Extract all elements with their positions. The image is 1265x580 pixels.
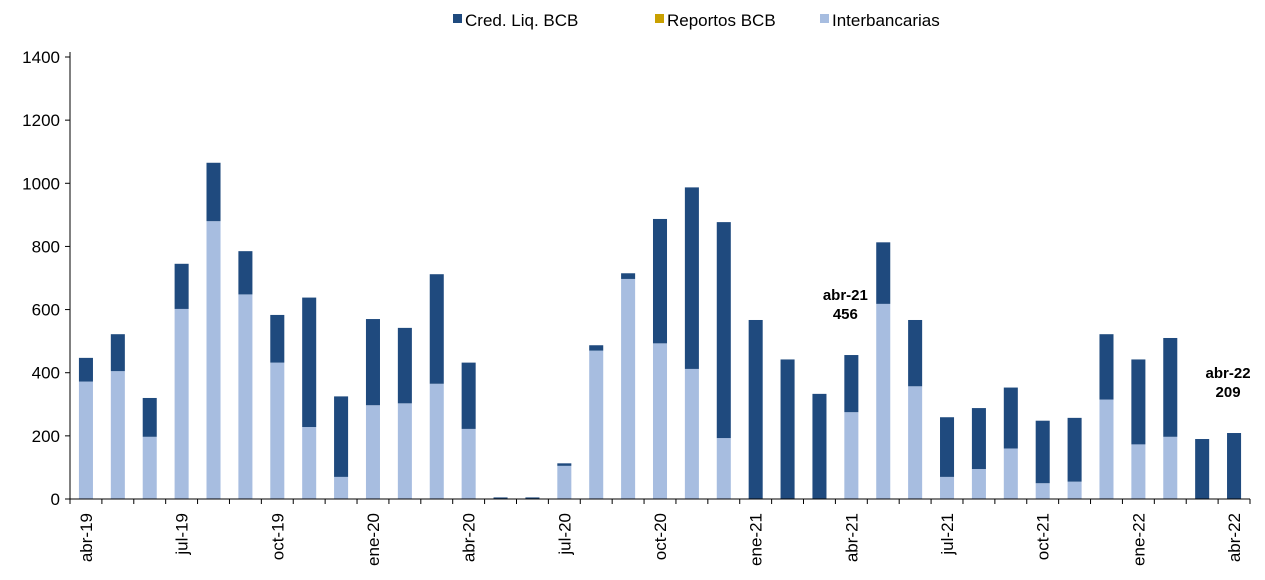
bar-segment [238,251,253,295]
x-tick-label: ene-20 [364,513,383,566]
bar-segment [876,303,891,499]
bar-segment [876,242,891,304]
bar-segment [429,274,444,384]
bar-segment [1035,420,1050,484]
bar-segment [397,403,412,499]
annotation-label: abr-21 [823,287,868,304]
bar-segment [461,362,476,429]
bar-segment [142,397,157,437]
bar-segment [334,476,349,499]
legend-swatch [453,14,462,23]
bar-segment [429,383,444,499]
bar-segment [78,381,93,499]
bar-segment [589,350,604,499]
bar-segment [1131,444,1146,499]
legend-label: Reportos BCB [667,11,776,30]
bar-segment [971,408,986,470]
y-tick-label: 1200 [22,111,60,130]
x-tick-label: oct-21 [1034,513,1053,560]
x-tick-label: abr-19 [77,513,96,562]
bar-segment [652,343,668,499]
bar-segment [844,412,859,499]
bar-segment [1003,387,1018,449]
bar-segment [844,355,859,413]
bar-segment [78,357,93,382]
bar-segment [652,218,668,344]
bar-segment [302,297,317,428]
bar-segment [621,273,636,279]
bar-segment [1131,359,1146,445]
legend-swatch [820,14,829,23]
bar-segment [971,469,986,499]
bar-segment [525,497,540,499]
bar-segment [270,314,285,363]
bar-segment [557,463,572,466]
bar-segment [365,405,380,499]
bar-segment [1195,439,1210,499]
legend-swatch [655,14,664,23]
x-tick-label: ene-22 [1129,513,1148,566]
bar-segment [1067,481,1082,499]
bar-segment [748,319,763,499]
y-tick-label: 1400 [22,48,60,67]
bar-segment [174,263,189,309]
bar-segment [1163,337,1178,437]
bar-segment [365,319,380,406]
bar-segment [270,362,285,499]
x-tick-label: abr-21 [842,513,861,562]
x-tick-label: abr-20 [460,513,479,562]
bar-segment [684,187,699,369]
bar-segment [557,465,572,499]
bar-segment [1099,334,1114,400]
bar-segment [238,294,253,499]
bar-segment [684,368,699,499]
annotation-value: 456 [833,306,858,323]
bar-segment [142,436,157,499]
bar-segment [302,427,317,499]
y-tick-label: 600 [32,301,60,320]
bar-segment [1003,448,1018,499]
bar-segment [1227,433,1242,499]
x-tick-label: jul-21 [938,513,957,556]
bar-segment [110,334,125,372]
bar-segment [716,438,731,499]
annotation-value: 209 [1216,384,1241,401]
legend-label: Cred. Liq. BCB [465,11,578,30]
bar-segment [493,497,508,499]
bar-segment [206,221,221,499]
bar-segment [1035,483,1050,499]
legend-label: Interbancarias [832,11,940,30]
bar-segment [908,319,923,387]
x-tick-label: abr-22 [1225,513,1244,562]
y-tick-label: 200 [32,427,60,446]
bar-segment [780,359,795,499]
bar-segment [1067,417,1082,482]
x-tick-label: oct-19 [268,513,287,560]
bar-segment [908,386,923,499]
bar-segment [1099,399,1114,499]
x-tick-label: jul-19 [173,513,192,556]
bar-segment [110,371,125,499]
y-tick-label: 800 [32,237,60,256]
bar-segment [940,476,955,499]
bar-segment [174,308,189,499]
bar-segment [589,345,604,351]
x-tick-label: ene-21 [747,513,766,566]
y-tick-label: 400 [32,364,60,383]
bar-segment [716,222,731,439]
bar-segment [334,396,349,477]
bar-segment [812,393,827,499]
y-tick-label: 1000 [22,174,60,193]
bar-segment [461,428,476,499]
bar-segment [621,278,636,499]
bar-segment [940,417,955,477]
annotation-label: abr-22 [1206,365,1251,382]
bar-segment [206,162,221,222]
x-tick-label: jul-20 [555,513,574,556]
y-tick-label: 0 [51,490,60,509]
bar-segment [397,327,412,404]
bar-segment [1163,436,1178,499]
x-tick-label: oct-20 [651,513,670,560]
